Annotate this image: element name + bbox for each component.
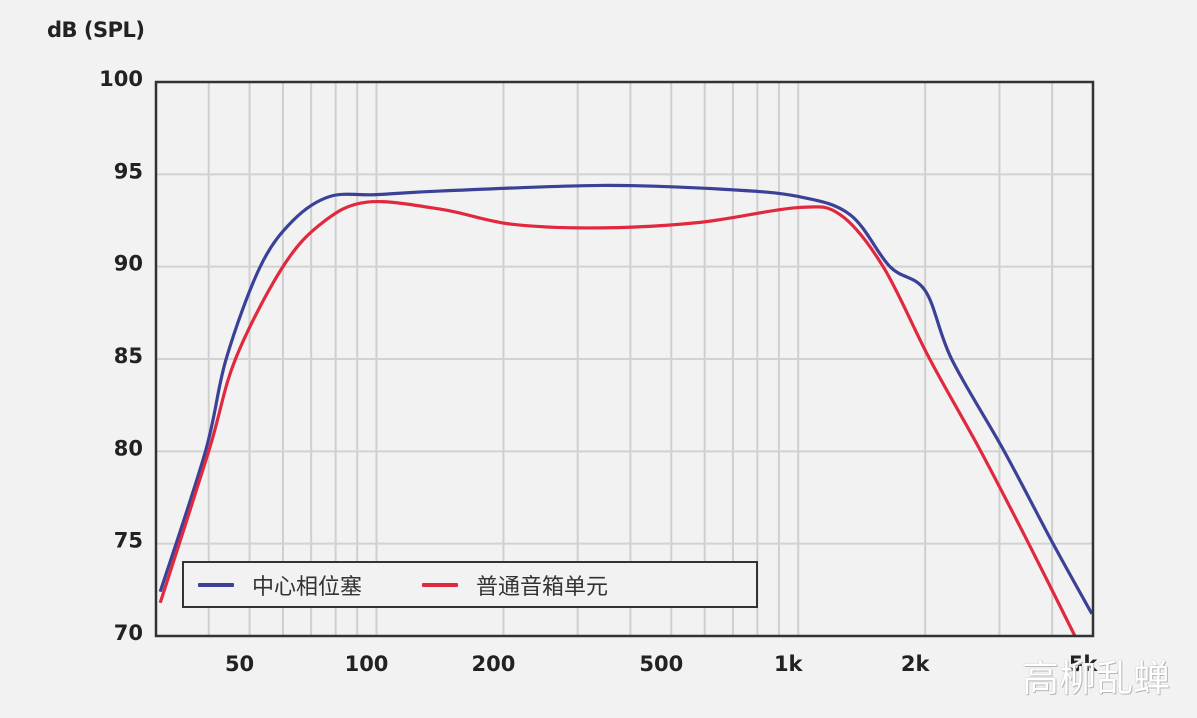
x-tick-label: 200: [472, 652, 516, 676]
legend-label: 中心相位塞: [252, 574, 363, 600]
y-tick-label: 75: [114, 529, 143, 553]
x-tick-label: 100: [345, 652, 389, 676]
y-tick-label: 95: [114, 159, 143, 183]
legend-item-normal-driver: 普通音箱单元: [422, 569, 608, 601]
y-tick-label: 70: [114, 621, 143, 645]
x-tick-label: 500: [639, 652, 683, 676]
y-tick-label: 80: [114, 436, 143, 460]
y-tick-label: 85: [114, 344, 143, 368]
y-tick-labels: 70 75 80 85 90 95 100: [99, 67, 143, 645]
plot-frame: [154, 80, 1095, 638]
x-tick-labels: 50 100 200 500 1k 2k 5k: [225, 652, 1098, 676]
legend-item-phase-plug: 中心相位塞: [198, 569, 362, 601]
x-tick-label: 50: [225, 652, 254, 676]
legend: 中心相位塞 普通音箱单元: [182, 561, 758, 608]
series-line-phase-plug: [158, 183, 1093, 615]
legend-swatch-blue: [198, 582, 234, 587]
grid: [156, 82, 1093, 636]
watermark: 高柳乱蝉: [1022, 657, 1170, 700]
series-lines: [158, 183, 1093, 636]
y-tick-label: 100: [99, 67, 143, 91]
series-line-normal-driver: [158, 199, 1077, 636]
x-tick-label: 5k: [1069, 652, 1099, 676]
legend-swatch-red: [422, 582, 459, 587]
x-tick-label: 1k: [774, 652, 804, 676]
legend-label: 普通音箱单元: [476, 574, 609, 600]
y-tick-label: 90: [114, 252, 143, 276]
x-tick-label: 2k: [901, 652, 931, 676]
y-axis-title: dB (SPL): [47, 18, 145, 42]
